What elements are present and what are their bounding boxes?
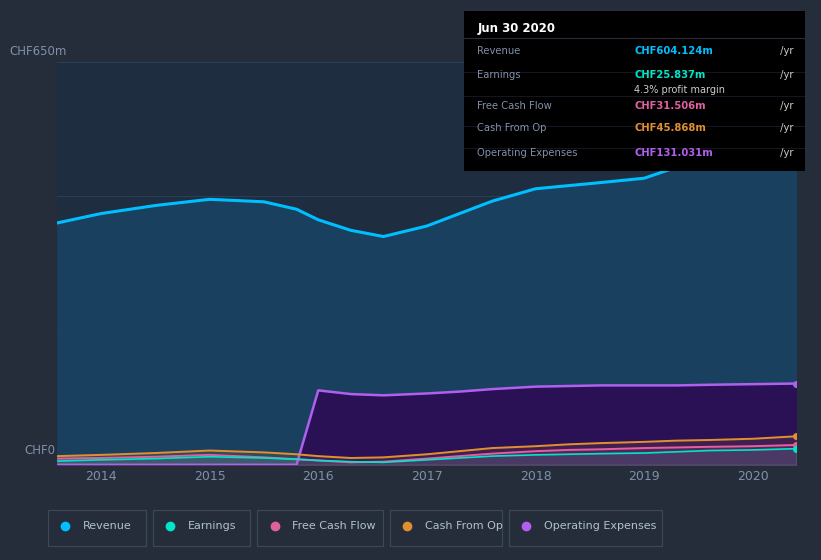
- Text: 4.3% profit margin: 4.3% profit margin: [635, 86, 725, 95]
- Text: Operating Expenses: Operating Expenses: [478, 148, 578, 158]
- Text: Revenue: Revenue: [83, 521, 131, 531]
- Text: CHF604.124m: CHF604.124m: [635, 46, 713, 57]
- Text: CHF25.837m: CHF25.837m: [635, 70, 705, 80]
- Text: Earnings: Earnings: [188, 521, 236, 531]
- FancyBboxPatch shape: [153, 510, 250, 546]
- FancyBboxPatch shape: [258, 510, 383, 546]
- FancyBboxPatch shape: [509, 510, 662, 546]
- Text: Cash From Op: Cash From Op: [478, 123, 547, 133]
- Text: Jun 30 2020: Jun 30 2020: [478, 22, 556, 35]
- Text: Revenue: Revenue: [478, 46, 521, 57]
- Text: /yr: /yr: [777, 70, 794, 80]
- Text: Cash From Op: Cash From Op: [425, 521, 502, 531]
- Text: CHF0: CHF0: [25, 444, 55, 457]
- Text: /yr: /yr: [777, 101, 794, 110]
- Text: CHF650m: CHF650m: [10, 45, 67, 58]
- Text: /yr: /yr: [777, 148, 794, 158]
- FancyBboxPatch shape: [390, 510, 502, 546]
- Text: Free Cash Flow: Free Cash Flow: [478, 101, 553, 110]
- FancyBboxPatch shape: [48, 510, 146, 546]
- Text: CHF31.506m: CHF31.506m: [635, 101, 706, 110]
- Text: /yr: /yr: [777, 123, 794, 133]
- Text: /yr: /yr: [777, 46, 794, 57]
- Text: CHF131.031m: CHF131.031m: [635, 148, 713, 158]
- Text: CHF45.868m: CHF45.868m: [635, 123, 706, 133]
- Text: Operating Expenses: Operating Expenses: [544, 521, 656, 531]
- Text: Free Cash Flow: Free Cash Flow: [292, 521, 376, 531]
- Text: Earnings: Earnings: [478, 70, 521, 80]
